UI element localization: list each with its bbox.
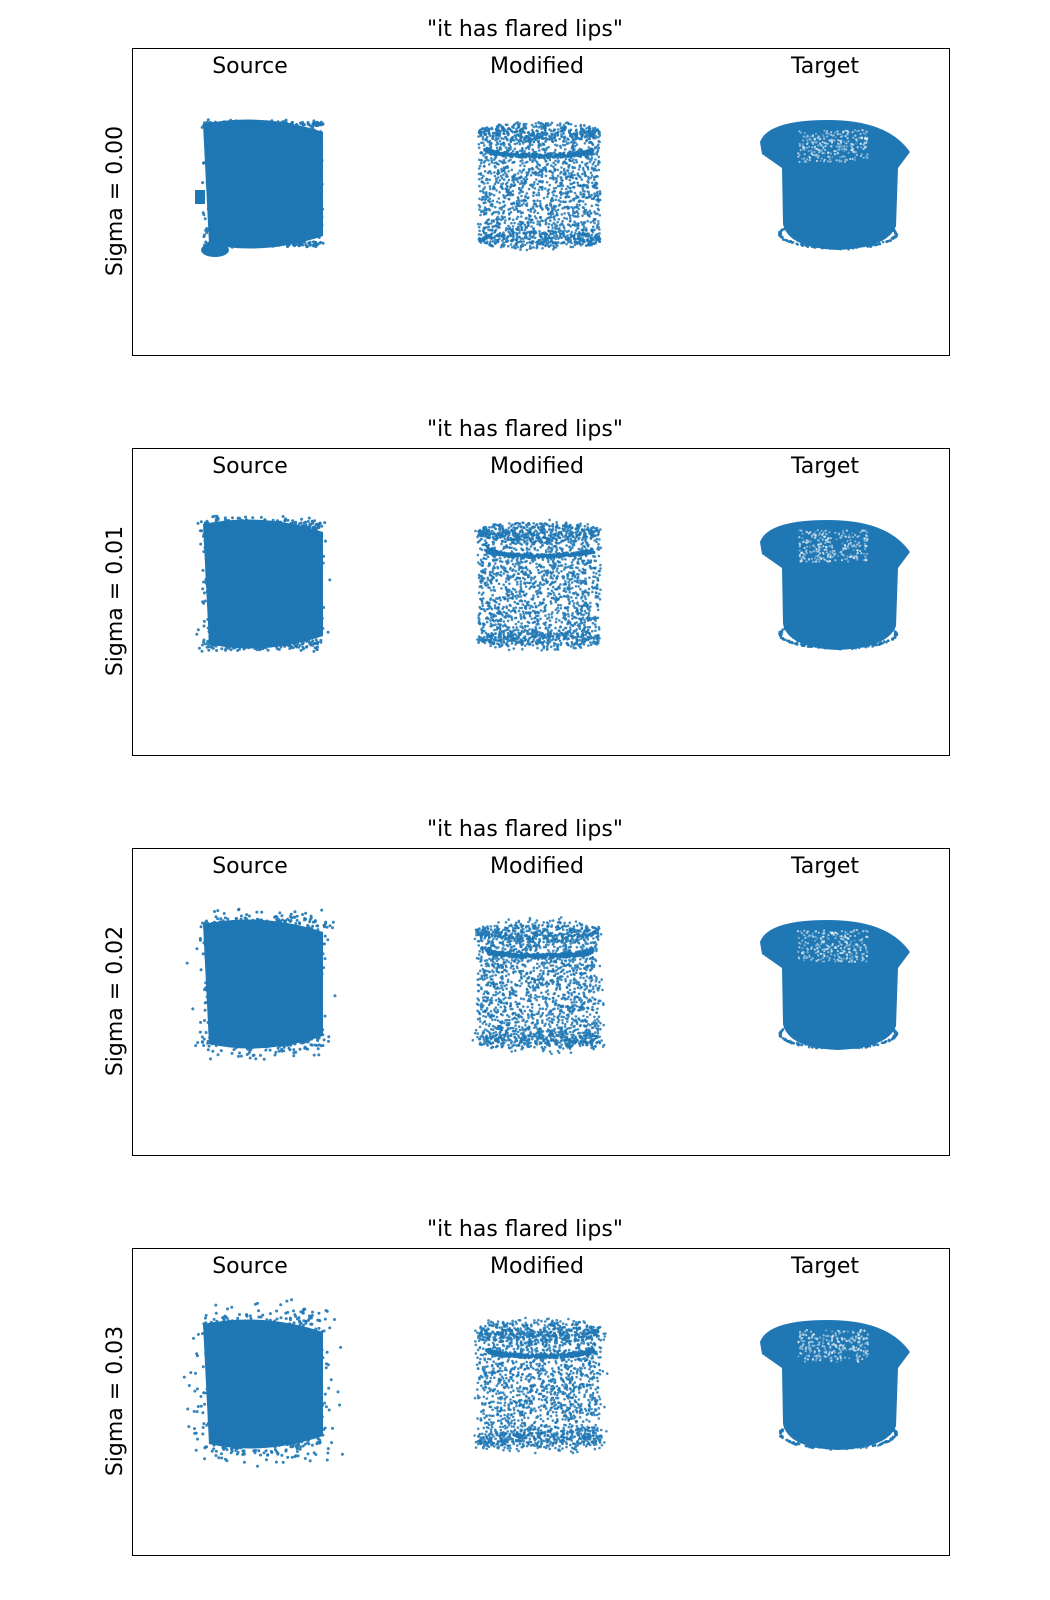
source-point-cloud: [195, 118, 325, 257]
column-label-source: Source: [212, 1254, 288, 1279]
target-point-cloud: [760, 120, 910, 251]
column-label-modified: Modified: [490, 1254, 584, 1279]
source-point-cloud: [195, 514, 332, 653]
column-label-target: Target: [790, 1254, 860, 1279]
column-label-modified: Modified: [490, 54, 584, 79]
target-point-cloud: [760, 1320, 910, 1451]
figure-panel-2: "it has flared lips" Source Modified Tar…: [0, 400, 1050, 800]
panel-title: "it has flared lips": [427, 1217, 623, 1242]
column-label-modified: Modified: [490, 454, 584, 479]
target-point-cloud: [760, 520, 910, 651]
column-label-modified: Modified: [490, 854, 584, 879]
modified-point-cloud: [473, 1316, 609, 1455]
column-label-source: Source: [212, 854, 288, 879]
row-label-text: Sigma = 0.01: [103, 525, 128, 677]
source-point-cloud: [182, 1298, 344, 1468]
column-label-target: Target: [790, 854, 860, 879]
column-label-target: Target: [790, 454, 860, 479]
modified-point-cloud: [471, 916, 606, 1056]
panel-title: "it has flared lips": [427, 17, 623, 42]
modified-point-cloud: [476, 121, 602, 252]
figure-panel-1: "it has flared lips" Source Modified Tar…: [0, 0, 1050, 400]
row-label-text: Sigma = 0.00: [103, 125, 128, 277]
row-label-text: Sigma = 0.03: [103, 1325, 128, 1477]
column-label-source: Source: [212, 454, 288, 479]
figure-panel-4: "it has flared lips" Source Modified Tar…: [0, 1200, 1050, 1600]
row-label-text: Sigma = 0.02: [103, 925, 128, 1077]
figure-panel-3: "it has flared lips" Source Modified Tar…: [0, 800, 1050, 1200]
panel-title: "it has flared lips": [427, 417, 623, 442]
source-point-cloud: [185, 907, 337, 1061]
column-label-target: Target: [790, 54, 860, 79]
panel-title: "it has flared lips": [427, 817, 623, 842]
modified-point-cloud: [474, 518, 603, 652]
column-label-source: Source: [212, 54, 288, 79]
target-point-cloud: [760, 920, 910, 1050]
